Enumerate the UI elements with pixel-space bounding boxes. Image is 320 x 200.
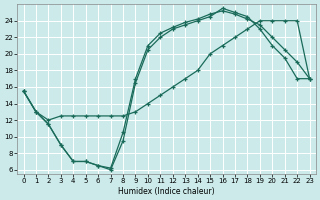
X-axis label: Humidex (Indice chaleur): Humidex (Indice chaleur)	[118, 187, 215, 196]
